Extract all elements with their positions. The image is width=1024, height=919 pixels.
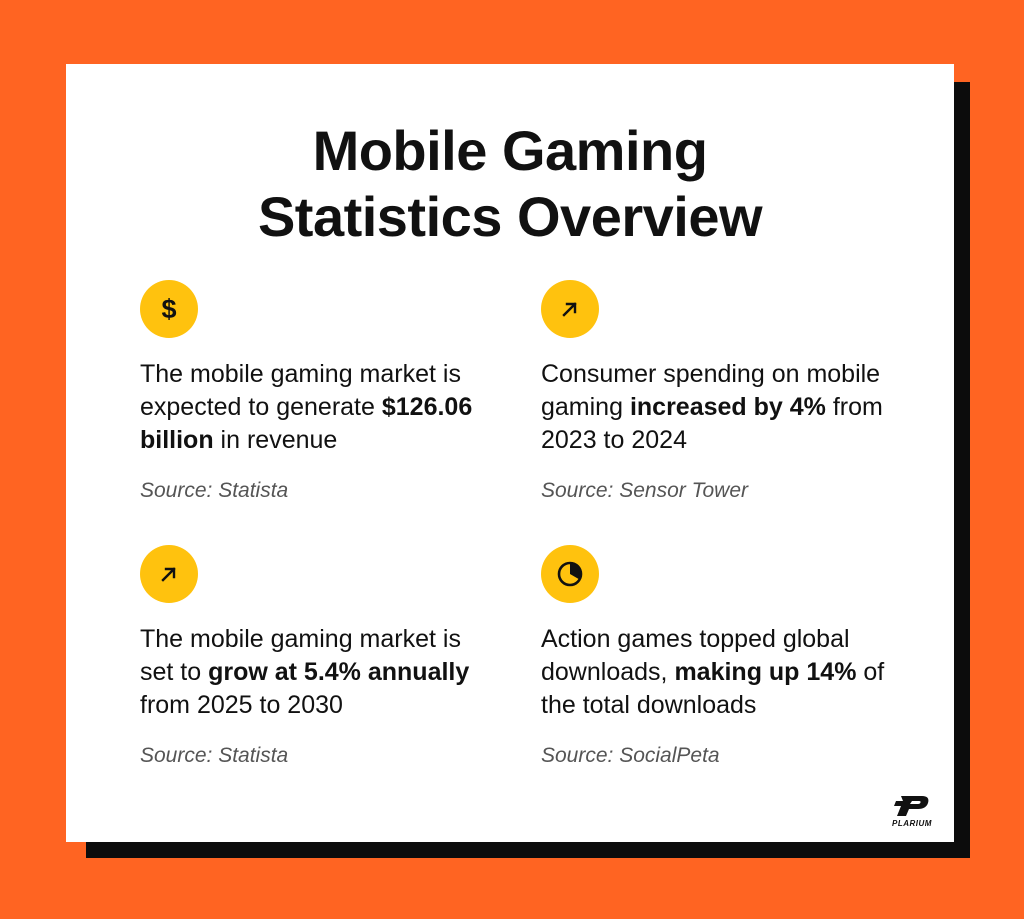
stat-source: Source: Sensor Tower <box>541 479 748 502</box>
pie-chart-icon <box>541 545 599 603</box>
stat-text: Action games topped global downloads, ma… <box>541 625 885 719</box>
stat-source: Source: SocialPeta <box>541 744 720 767</box>
stat-revenue: $ The mobile gaming market is expected t… <box>140 280 500 504</box>
stat-text: The mobile gaming market is set to grow … <box>140 625 470 719</box>
stat-text: The mobile gaming market is expected to … <box>140 360 473 454</box>
stat-market-growth: The mobile gaming market is set to grow … <box>140 545 500 769</box>
stat-consumer-spending: Consumer spending on mobile gaming incre… <box>541 280 901 504</box>
infographic-card: Mobile Gaming Statistics Overview $ The … <box>66 64 954 842</box>
stat-source: Source: Statista <box>140 744 289 767</box>
stat-highlight: increased by 4% <box>629 393 826 421</box>
plarium-logo: PLARIUM <box>884 794 940 828</box>
brand-name: PLARIUM <box>892 819 932 828</box>
stat-highlight: grow at 5.4% annually <box>208 658 470 686</box>
title-line-1: Mobile Gaming <box>312 119 708 182</box>
title-line-2: Statistics Overview <box>257 185 763 248</box>
arrow-up-right-icon <box>140 545 198 603</box>
stat-highlight: $126.06 billion <box>140 393 473 454</box>
dollar-icon: $ <box>140 280 198 338</box>
stat-highlight: making up 14% <box>674 658 857 686</box>
plarium-logo-icon <box>894 796 929 816</box>
page-title: Mobile Gaming Statistics Overview <box>66 118 954 250</box>
stat-source: Source: Statista <box>140 479 289 502</box>
stat-text: Consumer spending on mobile gaming incre… <box>541 360 883 454</box>
stat-action-games: Action games topped global downloads, ma… <box>541 545 901 769</box>
arrow-up-right-icon <box>541 280 599 338</box>
